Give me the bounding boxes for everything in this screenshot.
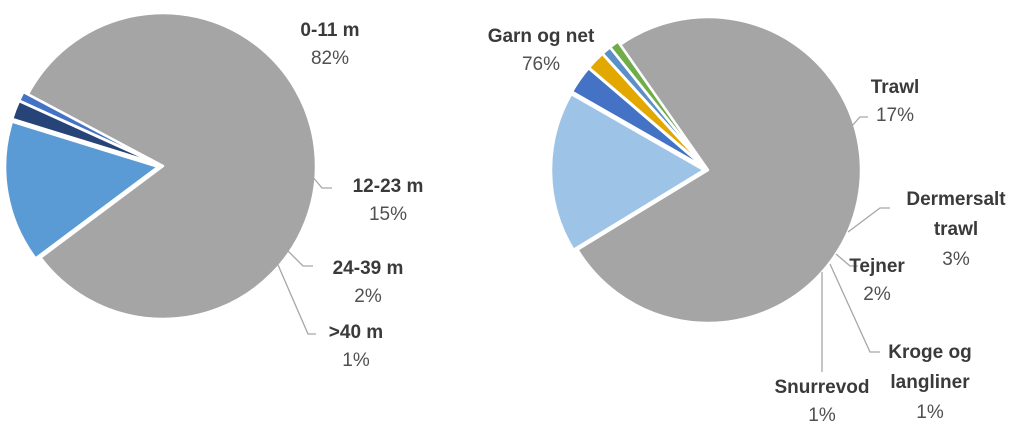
slice-percent-label: 1%	[808, 405, 836, 423]
pie-slice-garn-og-net	[576, 15, 863, 325]
pie-chart-gear-type: Garn og net 76% Trawl 17% Dermersalt trawl 3% T…	[488, 15, 1006, 423]
slice-percent-label: 15%	[369, 204, 407, 225]
slice-name-label: Snurrevod	[774, 377, 869, 398]
leader-line-dermersalt-trawl	[847, 207, 890, 233]
slice-name-label: 24-39 m	[333, 258, 404, 279]
slice-name-label: Kroge og	[888, 342, 971, 363]
slice-percent-label: 3%	[942, 249, 970, 270]
slice-name-label: Tejner	[849, 256, 905, 277]
pie-slice-12-23-m	[3, 120, 160, 260]
slice-name-label: trawl	[934, 219, 978, 240]
pie-slice-40-m	[17, 90, 160, 166]
pie-slice-trawl	[549, 92, 706, 252]
leader-line-tejner	[835, 253, 858, 267]
slice-name-label: Garn og net	[488, 26, 595, 47]
slice-name-label: >40 m	[329, 322, 383, 343]
pie-chart-vessel-length: 0-11 m 82% 12-23 m 15% 24-39 m 2% >40 m 1%	[3, 11, 424, 371]
leader-line-trawl	[849, 116, 868, 129]
slice-percent-label: 17%	[876, 105, 914, 126]
leader-line-kroge-og-langliner	[829, 263, 880, 353]
slice-name-label: langliner	[890, 372, 970, 393]
slice-name-label: 0-11 m	[300, 20, 359, 41]
slice-percent-label: 82%	[311, 48, 349, 69]
slice-percent-label: 1%	[342, 350, 370, 371]
pie-slice-0-11-m	[26, 11, 318, 321]
slice-percent-label: 1%	[916, 402, 944, 423]
slice-percent-label: 76%	[522, 54, 560, 75]
slice-name-label: 12-23 m	[353, 176, 424, 197]
slice-name-label: Trawl	[871, 77, 920, 98]
slice-percent-label: 2%	[863, 284, 891, 305]
leader-line-24-39-m	[286, 249, 313, 267]
slice-percent-label: 2%	[354, 286, 382, 307]
leader-line-12-23-m	[311, 175, 332, 189]
slice-name-label: Dermersalt	[906, 189, 1006, 210]
pie-slice-snurrevod	[608, 40, 707, 169]
leader-line-40-m	[274, 257, 316, 335]
